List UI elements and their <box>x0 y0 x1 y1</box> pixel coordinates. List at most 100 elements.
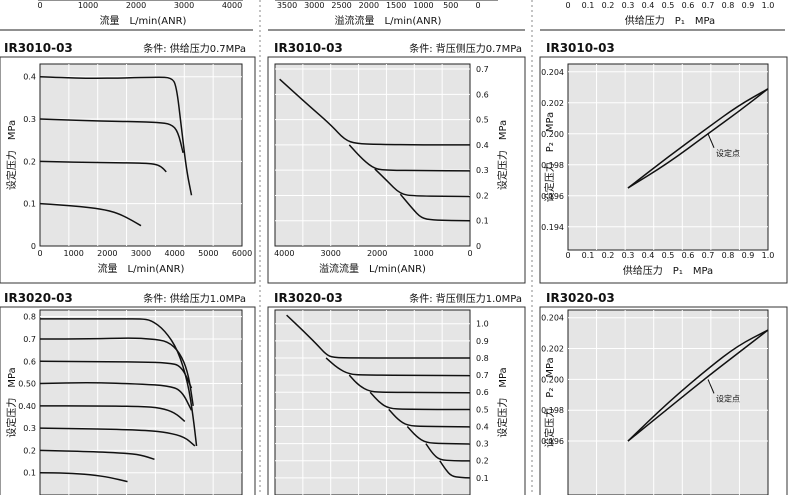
strip-tick-labels: 0 0.1 0.2 0.3 0.4 0.5 0.6 0.7 0.8 0.9 1.0 <box>565 1 774 10</box>
x-tick-label: 1.0 <box>762 251 775 260</box>
y-tick-label: 0.3 <box>476 166 489 175</box>
x-tick-label: 4000 <box>164 249 184 258</box>
series-line-8 <box>39 471 128 483</box>
strip-tick-labels: 0 1000 2000 3000 4000 <box>37 1 242 10</box>
tick-label: 1500 <box>386 1 406 10</box>
tick-label: 0.1 <box>582 1 595 10</box>
x-tick-label: 0.8 <box>722 251 735 260</box>
tick-label: 3500 <box>277 1 297 10</box>
x-tick-label: 0.3 <box>622 251 635 260</box>
series-line-4 <box>369 391 471 411</box>
chart-model-title: IR3020-03 <box>4 291 73 305</box>
series-line-7 <box>39 449 155 461</box>
tick-label: 1.0 <box>762 1 775 10</box>
y-tick-label: 0.1 <box>23 469 36 478</box>
chart-condition: 条件: 供给压力1.0MPa <box>143 292 246 305</box>
x-tick-label: 6000 <box>232 249 252 258</box>
y-axis-label: 设定压力 MPa <box>5 120 18 190</box>
y-axis-label: 设定压力 P₂ MPa <box>543 112 556 202</box>
x-tick-label: 0.6 <box>682 251 695 260</box>
x-axis-label: 流量 L/min(ANR) <box>98 262 185 275</box>
y-tick-label: 0 <box>476 242 481 251</box>
chart-condition: 条件: 供给压力0.7MPa <box>143 42 246 55</box>
y-tick-label: 0.6 <box>23 357 36 366</box>
chart-pressure-1.0: 0.196 0.198 0.200 0.202 0.204 设定压力 P₂ MPa 设定点 <box>541 309 769 495</box>
tick-label: 0.2 <box>602 1 615 10</box>
set-point-annotation: 设定点 <box>716 148 740 158</box>
x-tick-label: 0.4 <box>642 251 655 260</box>
plot-area <box>274 309 471 495</box>
tick-label: 500 <box>443 1 458 10</box>
panel-border <box>267 56 526 284</box>
series-line-7 <box>425 443 471 462</box>
panel-border <box>267 306 526 495</box>
chart-model-title: IR3010-03 <box>4 41 73 55</box>
annotation-leader <box>707 379 715 394</box>
x-tick-label: 1000 <box>63 249 83 258</box>
charts-layer: 00.10.20.30.40 1000 2000 3000 4000 5000 6000流量… <box>5 63 775 495</box>
y-tick-label: 0.40 <box>18 402 36 411</box>
y-tick-label: 0.1 <box>476 217 489 226</box>
y-tick-label: 0.196 <box>541 437 564 446</box>
tick-label: 0.9 <box>742 1 755 10</box>
y-tick-label: 0.2 <box>23 446 36 455</box>
tick-label: 0.3 <box>622 1 635 10</box>
annotation-leader <box>707 133 715 148</box>
series-line-2 <box>627 329 769 442</box>
x-tick-label: 5000 <box>198 249 218 258</box>
tick-label: 1000 <box>78 1 98 10</box>
y-tick-label: 0.2 <box>476 191 489 200</box>
y-tick-label: 0.4 <box>476 141 489 150</box>
y-tick-label: 0.4 <box>476 422 489 431</box>
y-tick-label: 0.194 <box>541 223 564 232</box>
series-line-4 <box>39 382 193 411</box>
tick-label: 3000 <box>304 1 324 10</box>
y-tick-label: 0 <box>31 242 36 251</box>
x-tick-label: 0.9 <box>742 251 755 260</box>
series-line-2 <box>627 88 769 189</box>
tick-label: 0.8 <box>722 1 735 10</box>
y-tick-label: 0.204 <box>541 68 564 77</box>
y-tick-label: 0.3 <box>476 440 489 449</box>
chart-pressure-0.7: 0.194 0.196 0.198 0.200 0.202 0.204 0 0.1 0.2 0.3… <box>541 63 775 277</box>
chart-relief-1.0: 0.1 0.2 0.3 0.4 0.5 0.6 0.7 0.8 0.9 1.0 设定压力 MPa <box>274 309 509 495</box>
series-line-1 <box>286 314 470 359</box>
x-tick-label: 1000 <box>413 249 433 258</box>
y-tick-label: 0.200 <box>541 375 564 384</box>
x-axis-label: 供给压力 P₁ MPa <box>625 14 715 27</box>
x-tick-label: 0.1 <box>582 251 595 260</box>
chart-model-title: IR3010-03 <box>274 41 343 55</box>
series-line-4 <box>39 202 142 227</box>
tick-label: 2000 <box>359 1 379 10</box>
panel-border <box>0 306 256 495</box>
x-axis-label: 溢流流量 L/min(ANR) <box>335 14 442 27</box>
x-axis-label: 流量 L/min(ANR) <box>100 14 187 27</box>
series-line-1 <box>39 75 193 196</box>
chart-model-title: IR3020-03 <box>274 291 343 305</box>
chart-model-title: IR3010-03 <box>546 41 615 55</box>
tick-label: 0 <box>565 1 570 10</box>
y-tick-label: 0.5 <box>476 116 489 125</box>
series-line-5 <box>388 408 471 428</box>
x-tick-label: 3000 <box>131 249 151 258</box>
y-tick-label: 0.7 <box>476 65 489 74</box>
panel-border <box>0 56 256 284</box>
tick-label: 3000 <box>174 1 194 10</box>
y-tick-label: 0.1 <box>476 474 489 483</box>
panel-border <box>539 56 788 284</box>
y-tick-label: 0.8 <box>476 354 489 363</box>
tick-label: 0.4 <box>642 1 655 10</box>
x-axis-label: 溢流流量 L/min(ANR) <box>319 262 426 275</box>
x-tick-label: 0 <box>467 249 472 258</box>
series-line-1 <box>627 88 769 189</box>
series-line-1 <box>40 318 198 447</box>
x-tick-label: 2000 <box>367 249 387 258</box>
x-tick-label: 4000 <box>274 249 294 258</box>
series-line-2 <box>348 144 471 172</box>
tick-label: 0.5 <box>662 1 675 10</box>
y-tick-label: 0.7 <box>23 335 36 344</box>
plot-area <box>39 63 243 247</box>
y-axis-label: 设定压力 P₂ MPa <box>543 357 556 447</box>
tick-label: 0 <box>37 1 42 10</box>
